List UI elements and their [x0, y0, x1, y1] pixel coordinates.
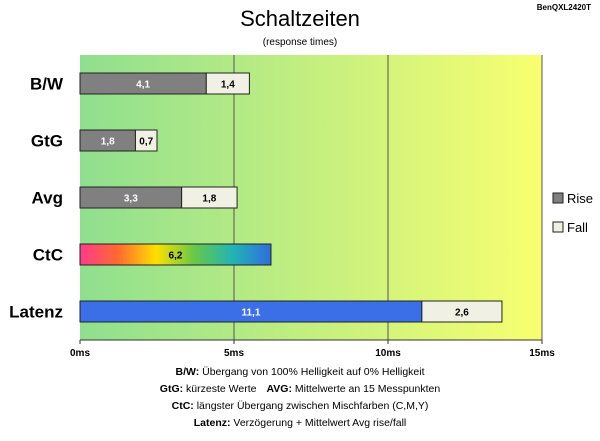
category-label-2: Avg [32, 189, 64, 208]
note-gtg-avg: GtG: kürzeste Werte AVG: Mittelwerte an 1… [160, 383, 441, 395]
bar-label-rise-1: 1,8 [101, 137, 115, 148]
legend-label-fall: Fall [567, 220, 588, 235]
note-latenz-term: Latenz: [194, 417, 231, 429]
note-ctc-text: längster Übergang zwischen Mischfarben (… [194, 400, 429, 412]
bar-label-rise-2: 3,3 [124, 194, 138, 205]
note-latenz-text: Verzögerung + Mittelwert Avg rise/fall [230, 417, 406, 429]
x-tick-label-0: 0ms [70, 348, 90, 359]
bar-label-fall-2: 1,8 [202, 194, 216, 205]
monitor-model-label: BenQXL2420T [537, 3, 591, 12]
legend: Rise Fall [552, 191, 593, 235]
x-tick-label-1: 5ms [224, 348, 244, 359]
note-latenz: Latenz: Verzögerung + Mittelwert Avg ris… [194, 417, 407, 429]
note-gtg-text: kürzeste Werte [183, 383, 256, 395]
bar-label-ctc: 6,2 [169, 251, 183, 262]
category-label-1: GtG [31, 132, 63, 151]
note-gtg-term: GtG: [160, 383, 183, 395]
category-labels: B/W GtG Avg CtC Latenz [9, 75, 64, 322]
note-ctc: CtC: längster Übergang zwischen Mischfar… [172, 400, 429, 412]
note-bw-term: B/W: [175, 366, 199, 378]
footnotes: B/W: Übergang von 100% Helligkeit auf 0%… [160, 366, 441, 429]
bar-label-fall-0: 1,4 [221, 80, 235, 91]
category-label-0: B/W [30, 75, 64, 94]
bars: 4,1 1,4 1,8 0,7 3,3 1,8 6,2 11,1 2,6 [79, 72, 503, 323]
x-axis-ticks: 0ms 5ms 10ms 15ms [70, 340, 555, 359]
note-avg-text: Mittelwerte an 15 Messpunkten [292, 383, 440, 395]
bar-label-rise-0: 4,1 [136, 80, 150, 91]
bar-label-fall-1: 0,7 [139, 137, 153, 148]
note-ctc-term: CtC: [172, 400, 194, 412]
chart-title: Schaltzeiten [240, 6, 360, 31]
note-avg-term: AVG: [266, 383, 291, 395]
chart-subtitle: (response times) [263, 37, 337, 48]
category-label-4: Latenz [9, 303, 63, 322]
category-label-3: CtC [33, 246, 63, 265]
bar-label-rise-4: 11,1 [241, 308, 260, 319]
legend-swatch-rise [552, 192, 564, 204]
bar-fall-4 [421, 300, 503, 323]
bar-fall-2 [181, 186, 238, 209]
bar-fall-0 [205, 72, 250, 95]
bar-fall-1 [134, 129, 158, 152]
note-bw: B/W: Übergang von 100% Helligkeit auf 0%… [175, 366, 424, 378]
note-bw-text: Übergang von 100% Helligkeit auf 0% Hell… [199, 366, 424, 378]
bar-ctc [79, 243, 272, 266]
x-tick-label-2: 10ms [375, 348, 401, 359]
legend-label-rise: Rise [567, 191, 593, 206]
bar-label-fall-4: 2,6 [455, 308, 469, 319]
x-tick-label-3: 15ms [529, 348, 555, 359]
legend-swatch-fall [552, 221, 564, 233]
